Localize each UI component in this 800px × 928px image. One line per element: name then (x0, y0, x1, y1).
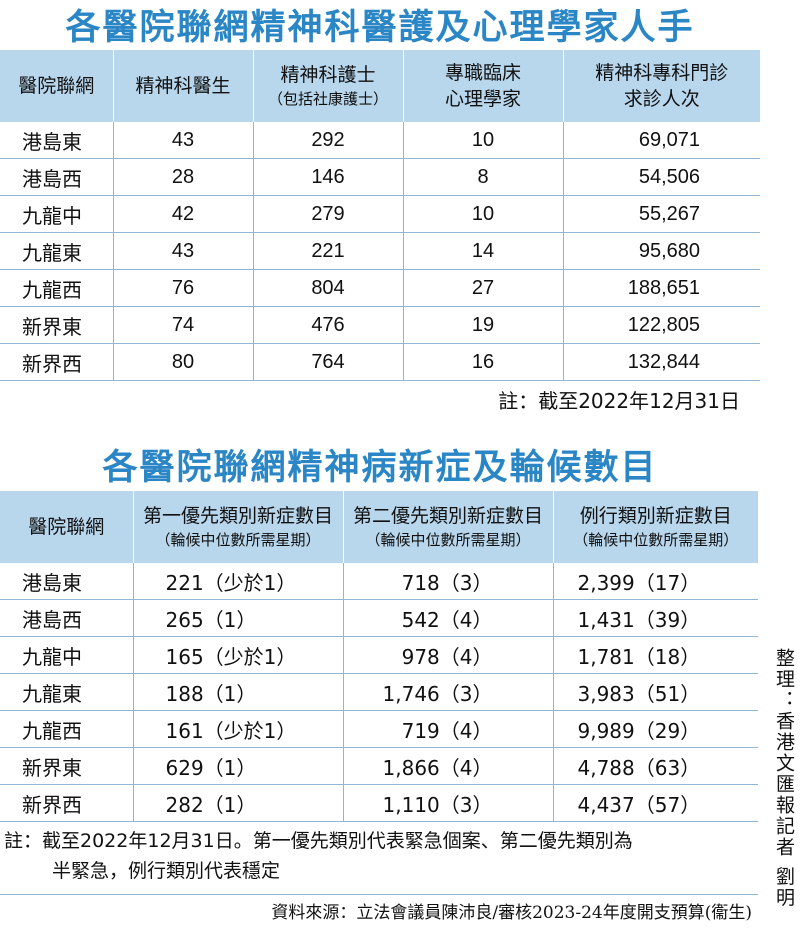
table-row: 新界西 80 764 16 132,844 (0, 343, 760, 381)
header-cluster: 醫院聯網 (0, 491, 134, 563)
table-header-row: 醫院聯網 第一優先類別新症數目 （輪候中位數所需星期） 第二優先類別新症數目 （輪候… (0, 491, 758, 563)
header-priority2: 第二優先類別新症數目 （輪候中位數所需星期） (343, 491, 554, 563)
table-row: 九龍西 161（少於1） 719（4） 9,989（29） (0, 710, 758, 748)
table-row: 港島西 265（1） 542（4） 1,431（39） (0, 599, 758, 637)
header-psychiatrists: 精神科醫生 (113, 50, 254, 122)
table-row: 港島西 28 146 8 54,506 (0, 158, 760, 196)
header-cluster: 醫院聯網 (0, 50, 114, 122)
new-cases-table: 醫院聯網 第一優先類別新症數目 （輪候中位數所需星期） 第二優先類別新症數目 （輪候… (0, 491, 758, 822)
table2-title: 各醫院聯網精神病新症及輪候數目 (102, 448, 658, 488)
table-row: 新界東 74 476 19 122,805 (0, 306, 760, 344)
table-row: 九龍西 76 804 27 188,651 (0, 269, 760, 307)
header-nurses: 精神科護士 （包括社康護士） (253, 50, 404, 122)
table1-title: 各醫院聯網精神科醫護及心理學家人手 (65, 8, 695, 48)
header-routine: 例行類別新症數目 （輪候中位數所需星期） (553, 491, 758, 563)
staffing-table: 醫院聯網 精神科醫生 精神科護士 （包括社康護士） 專職臨床 心理學家 精神科專科門… (0, 50, 760, 381)
table2-note-line1: 註：截至2022年12月31日。第一優先類別代表緊急個案、第二優先類別為 (4, 830, 633, 852)
table-header-row: 醫院聯網 精神科醫生 精神科護士 （包括社康護士） 專職臨床 心理學家 精神科專科門… (0, 50, 760, 122)
table-row: 九龍東 43 221 14 95,680 (0, 232, 760, 270)
header-psychologists: 專職臨床 心理學家 (403, 50, 564, 122)
divider (0, 894, 758, 895)
table-row: 九龍東 188（1） 1,746（3） 3,983（51） (0, 673, 758, 711)
table-row: 九龍中 165（少於1） 978（4） 1,781（18） (0, 636, 758, 674)
table-row: 新界西 282（1） 1,110（3） 4,437（57） (0, 784, 758, 822)
header-attendances: 精神科專科門診 求診人次 (563, 50, 760, 122)
table2-note-line2: 半緊急，例行類別代表穩定 (52, 860, 281, 882)
table-row: 港島東 221（少於1） 718（3） 2,399（17） (0, 563, 758, 600)
table-row: 新界東 629（1） 1,866（4） 4,788（63） (0, 747, 758, 785)
table-row: 港島東 43 292 10 69,071 (0, 122, 760, 159)
table1-note: 註：截至2022年12月31日 (498, 389, 740, 413)
table-row: 九龍中 42 279 10 55,267 (0, 195, 760, 233)
header-priority1: 第一優先類別新症數目 （輪候中位數所需星期） (133, 491, 344, 563)
source-line: 資料來源：立法會議員陳沛良/審核2023-24年度開支預算(衞生) (271, 903, 752, 923)
credit-vertical: 整理：香港文匯報記者 劉明 (773, 648, 795, 909)
table2-note: 註：截至2022年12月31日。第一優先類別代表緊急個案、第二優先類別為 半緊急… (4, 826, 760, 886)
